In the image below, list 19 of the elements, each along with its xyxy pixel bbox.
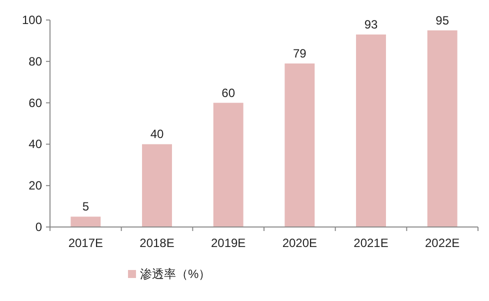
data-label: 5 bbox=[82, 200, 90, 214]
x-tick-label: 2021E bbox=[354, 236, 388, 250]
x-tick-label: 2017E bbox=[68, 236, 104, 250]
y-tick-label: 60 bbox=[28, 96, 42, 110]
x-tick-label: 2022E bbox=[424, 236, 460, 250]
y-tick-label: 40 bbox=[28, 137, 42, 152]
data-label: 95 bbox=[436, 13, 450, 28]
legend-label: 渗透率（%） bbox=[140, 267, 211, 281]
data-label: 40 bbox=[150, 127, 164, 142]
y-tick-label: 80 bbox=[28, 54, 42, 68]
y-tick-label: 100 bbox=[22, 13, 42, 27]
x-tick-label: 2019E bbox=[210, 236, 246, 250]
data-label: 79 bbox=[292, 46, 307, 60]
x-tick-label: 2020E bbox=[282, 236, 318, 250]
y-tick-label: 20 bbox=[28, 178, 42, 193]
data-label: 60 bbox=[222, 86, 236, 100]
x-tick-label: 2018E bbox=[140, 236, 174, 250]
data-label: 93 bbox=[364, 17, 378, 32]
y-tick-label: 0 bbox=[35, 220, 42, 234]
